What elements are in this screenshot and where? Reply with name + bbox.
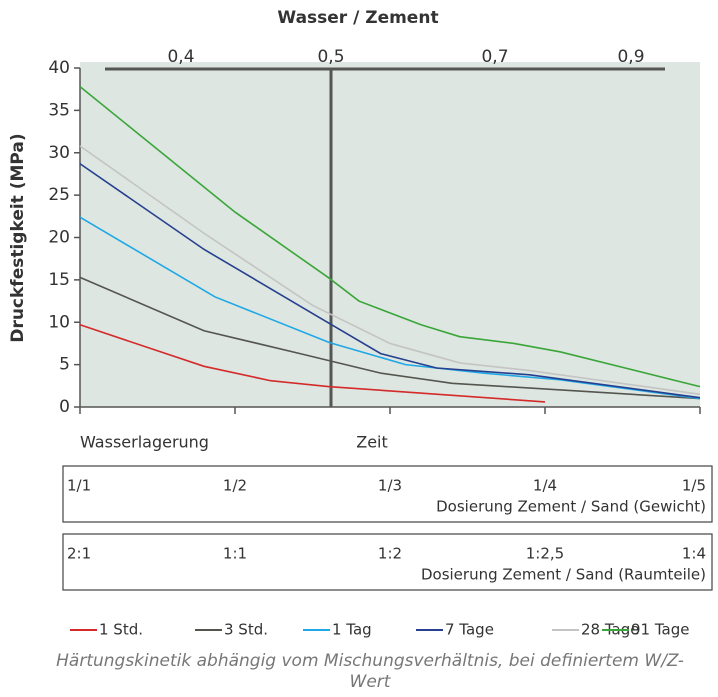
legend-label: 1 Std. xyxy=(99,621,143,639)
y-tick-label: 0 xyxy=(59,397,70,417)
chart: Wasser / Zement Druckfestigkeit (MPa) Wa… xyxy=(8,8,713,639)
top-tick-label: 0,7 xyxy=(481,47,508,67)
dosing-label: 1/4 xyxy=(533,477,557,495)
dosing-box xyxy=(62,533,713,591)
y-tick-label: 40 xyxy=(48,58,70,78)
series-line xyxy=(79,163,701,399)
dosing-label: 1:4 xyxy=(682,545,706,563)
series-line xyxy=(79,276,701,400)
y-tick-label: 15 xyxy=(48,270,70,290)
dosing-label: 2:1 xyxy=(67,545,91,563)
y-tick-label: 20 xyxy=(48,228,70,248)
x-label-center: Zeit xyxy=(356,433,388,452)
top-tick-label: 0,5 xyxy=(317,47,344,67)
dosing-label: 1/5 xyxy=(682,477,706,495)
dosing-title: Dosierung Zement / Sand (Raumteile) xyxy=(421,566,706,584)
y-tick-label: 35 xyxy=(48,100,70,120)
y-axis-title: Druckfestigkeit (MPa) xyxy=(8,133,28,342)
legend-label: 7 Tage xyxy=(445,621,494,639)
y-tick-label: 30 xyxy=(48,143,70,163)
dosing-label: 1/1 xyxy=(67,477,91,495)
dosing-label: 1:2,5 xyxy=(526,545,564,563)
series-line xyxy=(79,216,701,400)
caption: Härtungskinetik abhängig vom Mischungsve… xyxy=(56,651,684,692)
dosing-box xyxy=(62,465,713,523)
series-line xyxy=(79,145,701,396)
y-tick-label: 25 xyxy=(48,185,70,205)
y-tick-label: 10 xyxy=(48,312,70,332)
chart-title: Wasser / Zement xyxy=(277,8,438,28)
dosing-label: 1/3 xyxy=(378,477,402,495)
legend-label: 1 Tag xyxy=(332,621,372,639)
x-label-left: Wasserlagerung xyxy=(80,433,209,452)
top-tick-label: 0,4 xyxy=(167,47,194,67)
top-tick-label: 0,9 xyxy=(617,47,644,67)
dosing-label: 1:2 xyxy=(378,545,402,563)
dosing-label: 1/2 xyxy=(223,477,247,495)
y-tick-label: 5 xyxy=(59,355,70,375)
legend-label: 3 Std. xyxy=(224,621,268,639)
legend-label: 91 Tage xyxy=(631,621,689,639)
series-line xyxy=(79,324,546,403)
series-line xyxy=(79,86,701,388)
dosing-title: Dosierung Zement / Sand (Gewicht) xyxy=(436,498,706,516)
dosing-label: 1:1 xyxy=(223,545,247,563)
